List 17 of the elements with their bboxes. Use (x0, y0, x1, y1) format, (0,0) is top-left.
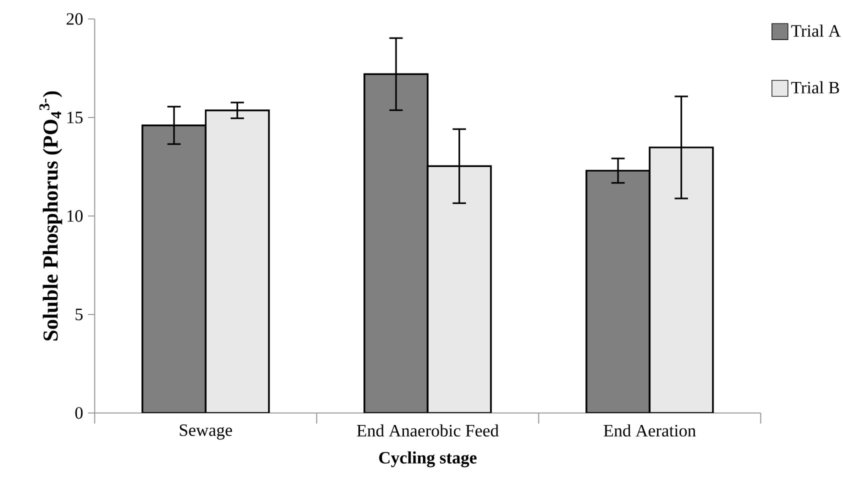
x-tick-label: End Anaerobic Feed (356, 424, 499, 437)
y-tick-label: 5 (76, 308, 83, 320)
legend-label: Trial B (791, 81, 840, 94)
y-tick-label: 0 (75, 407, 83, 419)
y-tick-label: 15 (67, 112, 83, 124)
bar (204, 110, 270, 413)
y-tick-label: 10 (67, 210, 83, 222)
x-tick-label: Sewage (180, 424, 232, 440)
bar (648, 146, 714, 413)
y-tick-label: 20 (66, 13, 83, 25)
text: Soluble Phosphorus (PO$_{4}$$^{3-}$) (39, 91, 62, 340)
bar (586, 170, 651, 413)
legend-label: Trial A (791, 24, 841, 37)
x-tick-label: End Aeration (604, 424, 696, 437)
x-axis-title: Cycling stage (379, 451, 477, 468)
bar (364, 73, 429, 413)
bar (142, 124, 207, 413)
